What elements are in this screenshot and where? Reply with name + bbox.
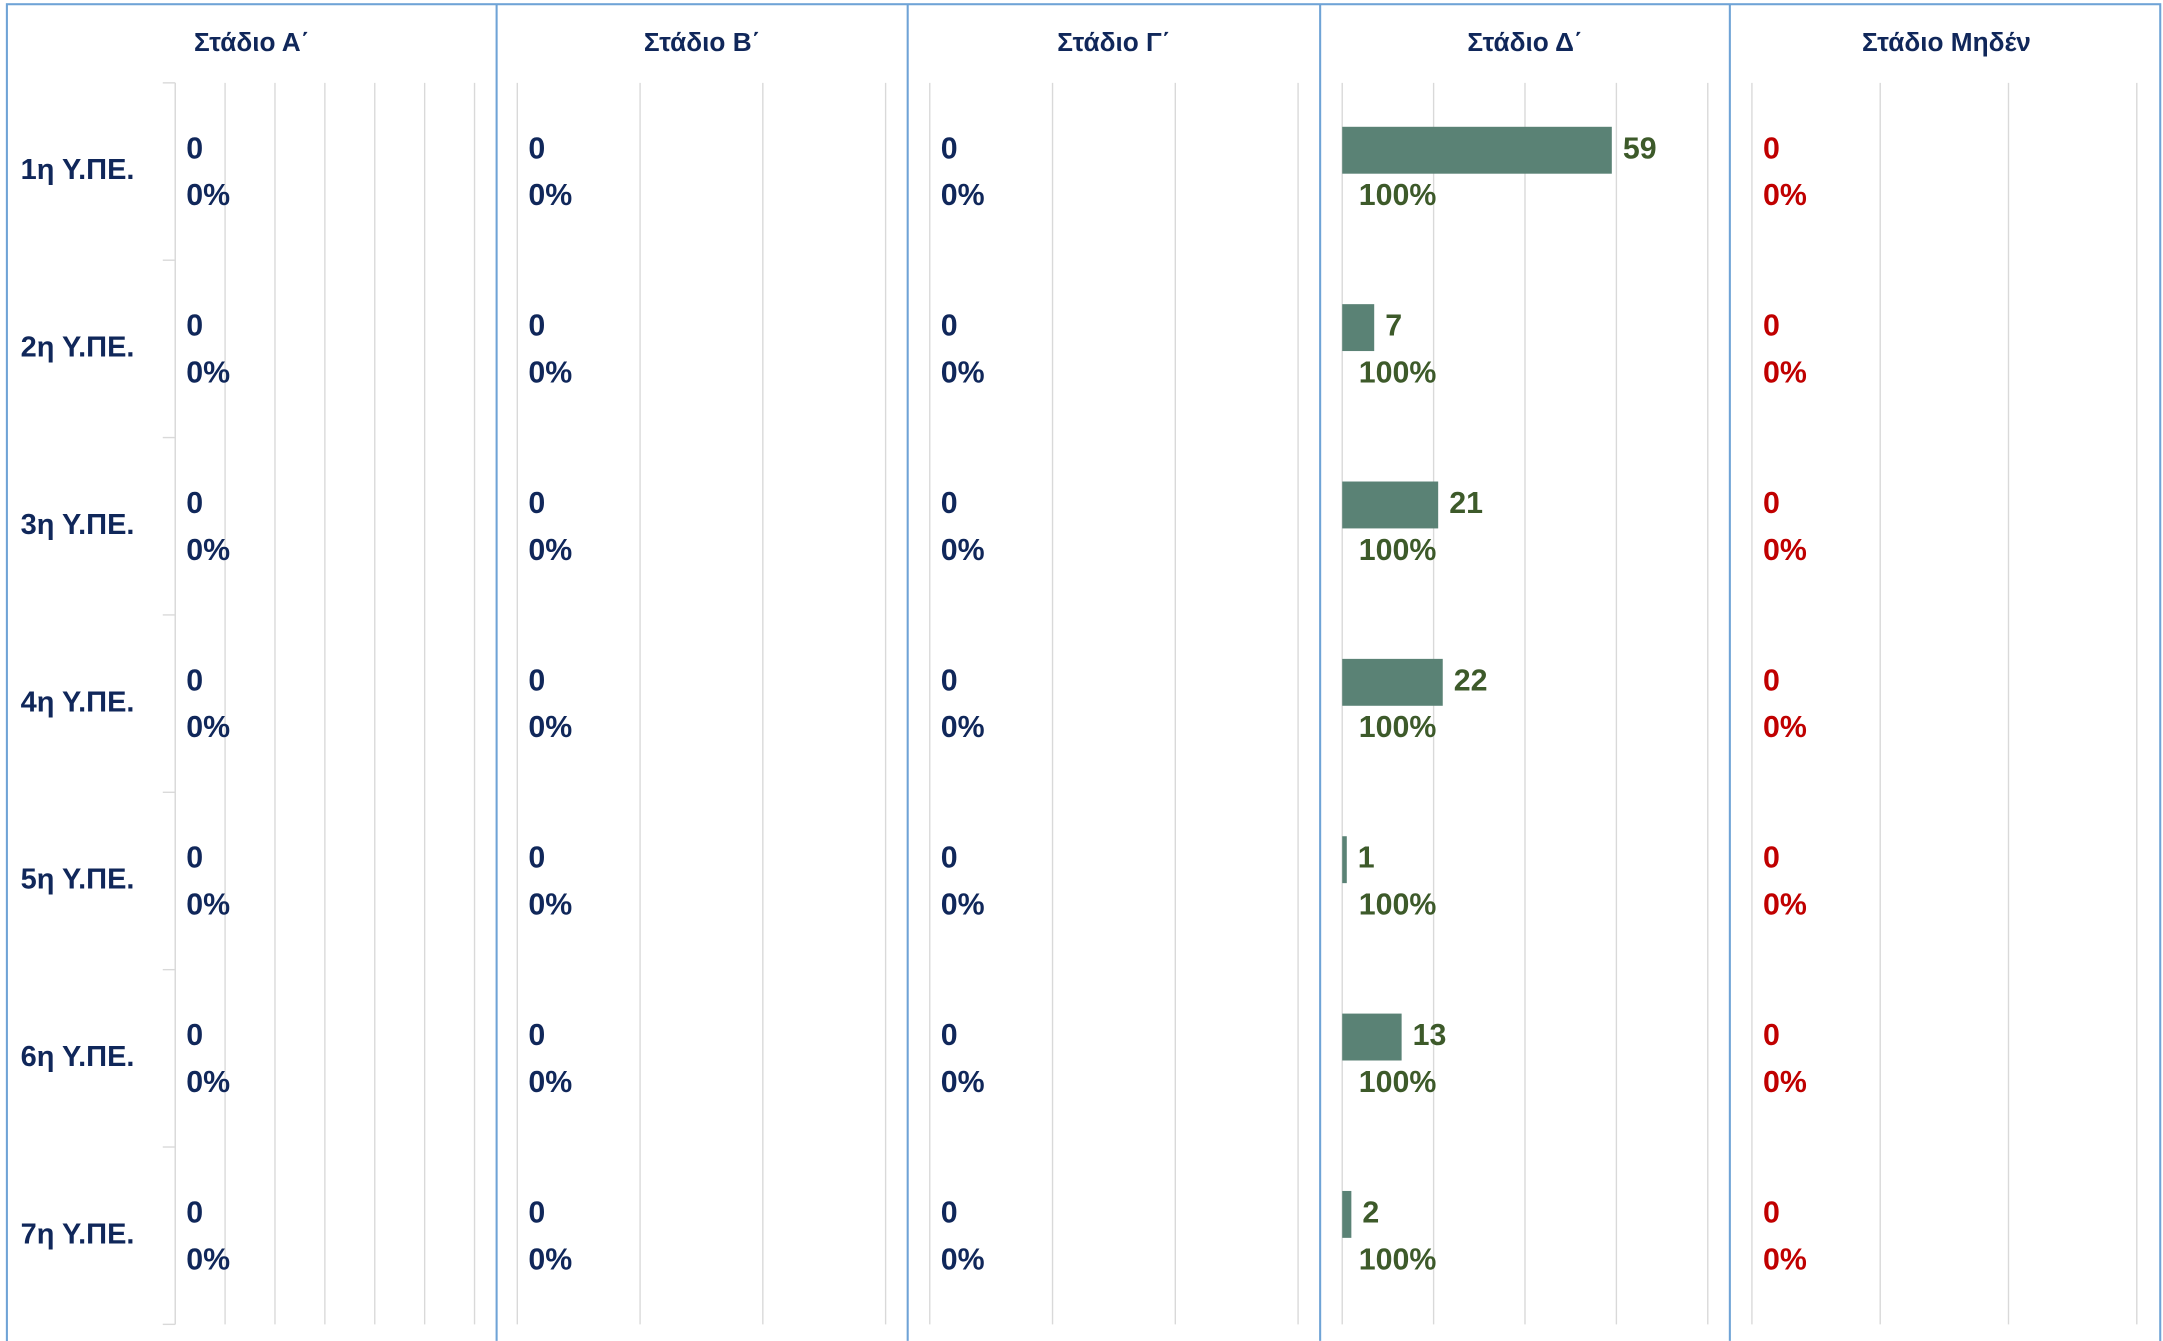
- category-label: 1η Υ.ΠΕ.: [21, 154, 135, 186]
- percent-label: 0%: [186, 357, 230, 390]
- value-label: 0: [528, 1196, 545, 1229]
- percent-label: 0%: [186, 1066, 230, 1099]
- percent-label: 0%: [941, 357, 985, 390]
- percent-label: 100%: [1359, 711, 1437, 744]
- percent-label: 0%: [1763, 711, 1807, 744]
- value-label: 0: [1763, 132, 1780, 165]
- percent-label: 0%: [1763, 357, 1807, 390]
- percent-label: 0%: [941, 179, 985, 212]
- value-label: 13: [1413, 1019, 1447, 1052]
- percent-label: 0%: [186, 711, 230, 744]
- value-label: 0: [941, 1196, 958, 1229]
- panel-title: Στάδιο Μηδέν: [1862, 27, 2031, 57]
- value-label: 0: [186, 1019, 203, 1052]
- value-label: 22: [1454, 664, 1488, 697]
- percent-label: 0%: [941, 889, 985, 922]
- value-label: 0: [186, 487, 203, 520]
- value-label: 59: [1623, 132, 1657, 165]
- value-label: 0: [186, 842, 203, 875]
- bar: [1342, 1190, 1352, 1238]
- value-label: 0: [941, 132, 958, 165]
- percent-label: 0%: [186, 534, 230, 567]
- percent-label: 0%: [1763, 179, 1807, 212]
- value-label: 0: [186, 310, 203, 343]
- panel-title: Στάδιο Β΄: [644, 27, 760, 57]
- percent-label: 0%: [1763, 1066, 1807, 1099]
- value-label: 0: [528, 132, 545, 165]
- value-label: 7: [1385, 310, 1402, 343]
- percent-label: 0%: [186, 179, 230, 212]
- percent-label: 100%: [1359, 357, 1437, 390]
- value-label: 0: [186, 132, 203, 165]
- percent-label: 0%: [941, 1066, 985, 1099]
- category-label: 4η Υ.ΠΕ.: [21, 686, 135, 718]
- percent-label: 0%: [1763, 534, 1807, 567]
- bar: [1342, 481, 1439, 529]
- category-label: 3η Υ.ΠΕ.: [21, 509, 135, 541]
- percent-label: 0%: [528, 534, 572, 567]
- category-label: 2η Υ.ΠΕ.: [21, 332, 135, 364]
- percent-label: 0%: [1763, 1243, 1807, 1276]
- value-label: 0: [1763, 487, 1780, 520]
- bar: [1342, 658, 1443, 706]
- percent-label: 0%: [528, 1243, 572, 1276]
- category-label: 7η Υ.ΠΕ.: [21, 1218, 135, 1250]
- value-label: 0: [1763, 1019, 1780, 1052]
- panel-borders: [5, 3, 2162, 1341]
- panel-title: Στάδιο Δ΄: [1467, 27, 1582, 57]
- percent-label: 0%: [528, 179, 572, 212]
- category-label: 6η Υ.ΠΕ.: [21, 1041, 135, 1073]
- value-label: 0: [186, 1196, 203, 1229]
- bar: [1342, 1013, 1402, 1061]
- percent-label: 0%: [528, 1066, 572, 1099]
- bar: [1342, 304, 1375, 352]
- percent-label: 0%: [941, 711, 985, 744]
- value-label: 0: [941, 664, 958, 697]
- percent-label: 0%: [186, 1243, 230, 1276]
- value-label: 0: [528, 664, 545, 697]
- value-label: 0: [528, 310, 545, 343]
- value-label: 0: [1763, 664, 1780, 697]
- value-label: 0: [941, 310, 958, 343]
- panel-title: Στάδιο Α΄: [194, 27, 309, 57]
- bar: [1342, 126, 1612, 174]
- value-label: 0: [528, 487, 545, 520]
- value-label: 1: [1358, 842, 1375, 875]
- value-label: 0: [1763, 310, 1780, 343]
- category-label: 5η Υ.ΠΕ.: [21, 864, 135, 896]
- percent-label: 0%: [941, 1243, 985, 1276]
- bar: [1342, 836, 1347, 884]
- percent-label: 0%: [528, 889, 572, 922]
- value-label: 0: [1763, 842, 1780, 875]
- value-label: 0: [941, 487, 958, 520]
- value-label: 0: [941, 1019, 958, 1052]
- percent-label: 100%: [1359, 534, 1437, 567]
- percent-label: 100%: [1359, 179, 1437, 212]
- value-label: 0: [528, 842, 545, 875]
- value-label: 21: [1449, 487, 1483, 520]
- percent-label: 0%: [941, 534, 985, 567]
- percent-label: 0%: [186, 889, 230, 922]
- percent-label: 0%: [528, 357, 572, 390]
- value-label: 0: [941, 842, 958, 875]
- percent-label: 100%: [1359, 889, 1437, 922]
- value-label: 0: [1763, 1196, 1780, 1229]
- value-label: 2: [1362, 1196, 1379, 1229]
- panel-title: Στάδιο Γ΄: [1057, 27, 1170, 57]
- value-label: 0: [528, 1019, 545, 1052]
- value-label: 0: [186, 664, 203, 697]
- percent-label: 100%: [1359, 1243, 1437, 1276]
- percent-label: 100%: [1359, 1066, 1437, 1099]
- percent-label: 0%: [528, 711, 572, 744]
- percent-label: 0%: [1763, 889, 1807, 922]
